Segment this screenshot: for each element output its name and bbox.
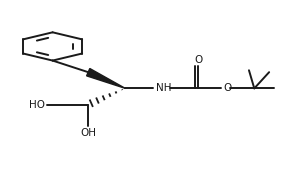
Text: O: O	[223, 83, 232, 93]
Text: O: O	[194, 55, 203, 65]
Polygon shape	[87, 69, 125, 88]
Text: HO: HO	[29, 100, 45, 110]
Text: NH: NH	[156, 83, 171, 93]
Text: OH: OH	[80, 128, 96, 138]
